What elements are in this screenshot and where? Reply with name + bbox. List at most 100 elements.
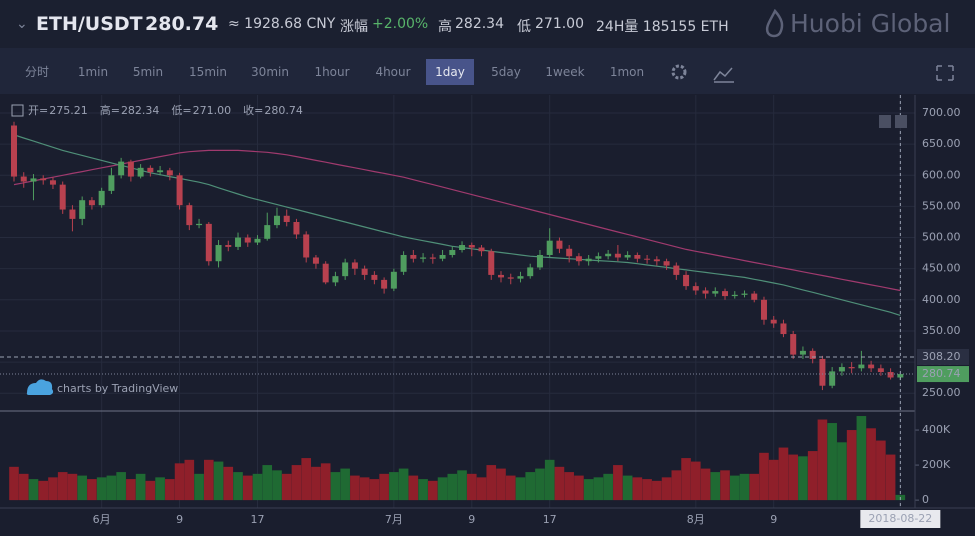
candle-body xyxy=(186,205,193,226)
menu-arrow[interactable]: ⌄ xyxy=(16,16,28,32)
settings-icon[interactable] xyxy=(671,64,687,80)
price: 280.74 xyxy=(145,13,219,35)
volume-bar xyxy=(408,475,419,501)
candle-body xyxy=(585,258,592,262)
interval-button[interactable]: 30min xyxy=(251,65,289,79)
interval-button[interactable]: 1week xyxy=(545,65,585,79)
volume-bar xyxy=(272,470,282,501)
legend-toggle xyxy=(11,104,24,117)
volume-bar xyxy=(18,473,29,501)
interval-button[interactable]: 1mon xyxy=(609,65,645,79)
volume-bar xyxy=(749,473,760,501)
candle-body xyxy=(663,261,670,266)
indicator-icon xyxy=(713,67,734,83)
candle-body xyxy=(127,161,134,177)
ref-label: 308.20 xyxy=(922,350,961,363)
interval-button[interactable]: 1min xyxy=(77,65,109,79)
candle-body xyxy=(877,368,884,373)
volume-bar xyxy=(165,479,175,501)
y-tick-label: 250.00 xyxy=(922,386,961,399)
interval-button[interactable]: 5min xyxy=(132,65,164,79)
candle-body xyxy=(760,299,767,320)
low: 271.00 xyxy=(535,16,584,32)
candle-body xyxy=(420,257,427,259)
volume-bar xyxy=(535,468,545,501)
y-tick-label: 350.00 xyxy=(922,324,961,337)
volume-bar xyxy=(87,479,97,501)
change: +2.00% xyxy=(372,16,429,32)
x-tick-label: 7月 xyxy=(385,513,403,526)
volume-bar xyxy=(116,472,126,501)
candle-body xyxy=(30,178,37,182)
legend-key: 低= xyxy=(171,104,191,117)
x-tick-label: 8月 xyxy=(687,513,705,526)
candle-body xyxy=(79,200,86,219)
candle-body xyxy=(342,262,349,277)
volume-bar xyxy=(359,477,370,501)
moving-average xyxy=(13,149,901,292)
candle-body xyxy=(683,274,690,287)
candle-body xyxy=(556,240,563,249)
change-label: 涨幅 xyxy=(340,19,368,35)
candle-body xyxy=(897,374,904,378)
candle-body xyxy=(244,237,251,243)
interval-button[interactable]: 4hour xyxy=(375,65,411,79)
interval-button[interactable]: 15min xyxy=(189,65,227,79)
volume-bar xyxy=(710,472,721,501)
candle-body xyxy=(322,263,329,283)
candle-body xyxy=(751,293,758,300)
candle-body xyxy=(429,257,436,259)
volume-bar xyxy=(389,472,399,501)
brand-logo xyxy=(765,9,784,38)
candle-body xyxy=(157,170,164,173)
volume-bar xyxy=(369,479,380,501)
pane-button xyxy=(879,115,891,128)
y-tick-label: 400.00 xyxy=(922,293,961,306)
candle-body xyxy=(147,167,154,173)
volume-bar xyxy=(671,470,682,501)
candle-body xyxy=(293,221,300,235)
volume-bar xyxy=(544,459,555,501)
candle-body xyxy=(712,291,719,294)
candle-body xyxy=(868,364,875,369)
candle-body xyxy=(527,267,534,277)
volume-bar xyxy=(213,461,224,501)
candle-body xyxy=(673,265,680,275)
candle-body xyxy=(770,319,777,324)
volume-bar xyxy=(9,466,19,501)
interval-button[interactable]: 1day xyxy=(426,59,474,85)
volume-bar xyxy=(642,479,652,501)
last-price-box xyxy=(917,366,969,383)
volume-bar xyxy=(67,473,78,501)
volume-bar xyxy=(242,475,253,501)
legend-value: 280.74 xyxy=(264,104,303,117)
volume-bar xyxy=(320,463,331,501)
volume-bar xyxy=(447,473,458,501)
y-tick-label: 550.00 xyxy=(922,199,961,212)
candle-body xyxy=(624,254,631,258)
candle-body xyxy=(439,254,446,259)
candle-body xyxy=(332,276,339,283)
candle-body xyxy=(410,254,417,259)
interval-button[interactable]: 5day xyxy=(491,65,521,79)
legend-key: 开= xyxy=(28,104,48,117)
volume-bar xyxy=(554,466,565,501)
candle-body xyxy=(166,170,173,176)
candle-body xyxy=(498,274,504,278)
cny: ≈ 1928.68 CNY xyxy=(228,16,336,32)
volume-bar xyxy=(778,447,789,501)
candle-body xyxy=(566,248,573,257)
volume-bar xyxy=(876,440,886,501)
volume-bar xyxy=(311,466,321,501)
volume-bar xyxy=(729,475,740,501)
volume-bar xyxy=(57,472,68,501)
candle-body xyxy=(449,250,456,255)
volume-bar xyxy=(807,451,818,501)
x-tick-label: 9 xyxy=(770,513,777,526)
candle-body xyxy=(254,238,261,243)
volume-bar xyxy=(476,477,487,501)
candle-body xyxy=(40,178,47,181)
interval-button[interactable]: 1hour xyxy=(314,65,350,79)
candle-body xyxy=(488,251,495,275)
interval-button[interactable]: 分时 xyxy=(24,65,49,79)
